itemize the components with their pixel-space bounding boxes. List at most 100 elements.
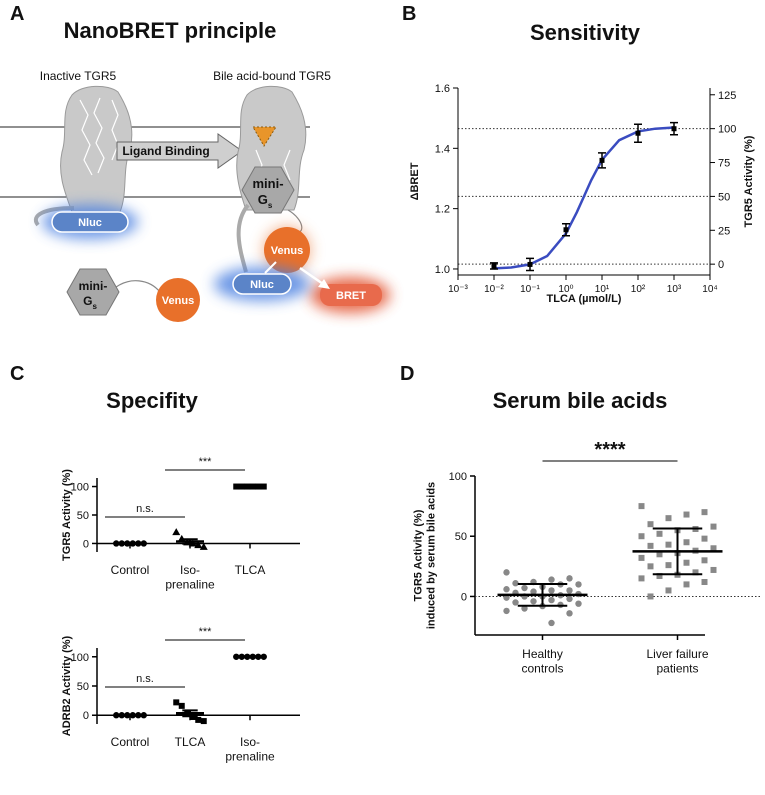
data-point: [566, 610, 573, 617]
x-tick-label: Liver failure patients: [646, 647, 708, 675]
data-point: [548, 587, 555, 594]
data-point: [638, 533, 645, 540]
y-axis-label: TGR5 Activity (%)induced by serum bile a…: [412, 482, 437, 629]
data-point: [548, 596, 555, 604]
data-point: [599, 157, 605, 163]
x-tick-label: 10⁻¹: [520, 284, 540, 295]
data-point: [512, 599, 519, 606]
y-tick-label: 100: [449, 471, 467, 483]
data-point: [575, 581, 582, 588]
fit-curve: [493, 126, 675, 270]
y-axis-label: ADRB2 Activity (%): [61, 635, 73, 736]
nluc: [232, 273, 292, 295]
x-tick-label: 10²: [631, 284, 646, 295]
mini-g-label: Gs: [258, 192, 273, 210]
panel-letter: C: [10, 363, 24, 385]
mini-g-label: mini-: [252, 176, 283, 191]
data-point: [575, 600, 582, 607]
x-tick-label: TLCA: [235, 563, 266, 577]
data-point: [647, 563, 654, 570]
nluc-label: Nluc: [78, 217, 102, 229]
significance-label: n.s.: [136, 673, 154, 685]
data-point: [563, 227, 569, 233]
data-point: [566, 575, 573, 582]
ligand: [252, 126, 277, 147]
y-tick-label: 1.0: [435, 264, 450, 276]
data-point: [491, 263, 497, 269]
x-axis-label: TLCA (µmol/L): [547, 293, 622, 305]
data-point: [527, 261, 533, 267]
data-point: [683, 511, 690, 518]
data-point: [530, 598, 537, 605]
mini-g-letter: G: [258, 192, 268, 207]
data-point: [638, 575, 645, 582]
data-point: [683, 581, 690, 588]
nluc-label: Nluc: [250, 279, 274, 291]
data-point: [701, 509, 708, 516]
receptor: [60, 85, 133, 213]
data-point: [503, 586, 510, 593]
data-point: [566, 587, 573, 594]
mini-g-label: Gs: [83, 294, 97, 311]
data-point: [521, 584, 528, 592]
data-point: [638, 503, 645, 510]
y2-tick-label: 25: [718, 225, 730, 237]
data-point: [671, 126, 677, 132]
data-point: [199, 542, 208, 550]
data-point: [635, 130, 641, 136]
mini-g-letter: G: [83, 294, 92, 308]
data-point: [665, 515, 672, 522]
bret: [320, 284, 382, 306]
data-point: [665, 587, 672, 594]
y2-tick-label: 125: [718, 90, 736, 102]
x-tick-label: 10⁴: [702, 284, 717, 295]
data-point: [503, 569, 510, 576]
chart-title: Sensitivity: [530, 20, 641, 45]
data-point: [503, 607, 510, 615]
data-point: [710, 523, 717, 530]
x-tick-label: 10⁻²: [484, 284, 504, 295]
data-point: [701, 557, 708, 564]
venus-label: Venus: [162, 295, 194, 307]
venus: [156, 278, 200, 322]
significance-label: ***: [199, 456, 213, 468]
data-point: [647, 593, 654, 600]
data-point: [656, 551, 663, 558]
x-tick-label: 10⁰: [558, 284, 573, 295]
chart-title: Serum bile acids: [493, 388, 668, 413]
y-tick-label: 1.6: [435, 83, 450, 95]
panel-letter: D: [400, 363, 414, 385]
x-tick-label: Healthy controls: [521, 647, 563, 675]
diagram-title: NanoBRET principle: [64, 18, 277, 43]
y-tick-label: 1.4: [435, 143, 450, 155]
significance-label: n.s.: [136, 503, 154, 515]
linker: [111, 280, 161, 293]
data-point: [172, 528, 181, 536]
data-point: [200, 718, 207, 725]
significance-label: ****: [594, 439, 625, 461]
y-tick-label: 50: [77, 510, 89, 522]
x-tick-label: 10³: [667, 284, 682, 295]
data-point: [683, 559, 690, 566]
x-tick-label: Control: [111, 735, 150, 749]
mini-g: [66, 268, 120, 316]
data-point: [178, 702, 185, 709]
x-tick-label: 10⁻³: [448, 284, 468, 295]
y-tick-label: 50: [77, 681, 89, 693]
data-point: [530, 588, 537, 595]
data-point: [692, 569, 699, 576]
data-point: [647, 521, 654, 528]
nluc: [51, 211, 129, 233]
mini-g-subscript: s: [268, 201, 273, 210]
data-point: [701, 535, 708, 542]
y-tick-label: 50: [455, 531, 467, 543]
y-tick-label: 0: [461, 591, 467, 603]
data-point: [656, 530, 663, 537]
data-point: [548, 576, 555, 583]
arrow: [116, 133, 243, 169]
significance-label: ***: [199, 626, 213, 638]
mini-g: [241, 166, 295, 214]
venus-label: Venus: [271, 245, 303, 257]
data-point: [710, 545, 717, 552]
